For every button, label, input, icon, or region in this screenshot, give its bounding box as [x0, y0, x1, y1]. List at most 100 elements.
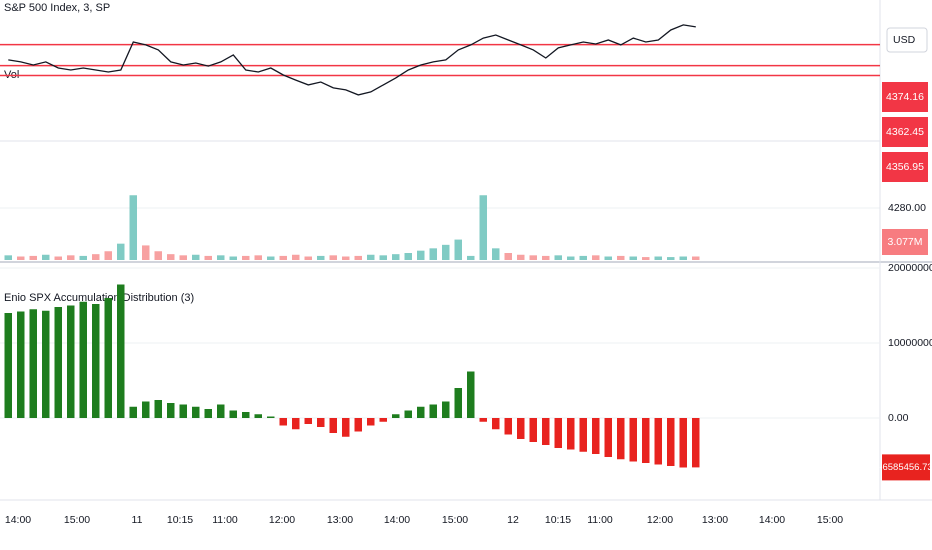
volume-bar: [542, 255, 550, 260]
ad-bar: [67, 305, 75, 418]
volume-bar: [667, 257, 675, 260]
y-tick-label: 0.00: [888, 412, 909, 424]
x-tick-label: 10:15: [167, 514, 193, 526]
x-tick-label: 12:00: [647, 514, 673, 526]
x-tick-label: 15:00: [817, 514, 843, 526]
ad-bar: [142, 401, 150, 418]
volume-bar: [654, 256, 662, 260]
ad-bar: [442, 401, 450, 418]
currency-button[interactable]: [886, 27, 928, 53]
ad-bar: [579, 418, 587, 452]
ad-bar: [529, 418, 537, 442]
volume-bar: [417, 250, 425, 260]
volume-bar: [392, 254, 400, 260]
volume-bar: [117, 243, 125, 260]
ad-bar: [204, 409, 212, 418]
volume-bar: [342, 256, 350, 260]
volume-label: 3.077M: [887, 236, 922, 248]
price-scale-label: 4280.00: [888, 202, 926, 214]
ad-bar: [217, 404, 225, 418]
last-value-label: -6585456.73: [879, 462, 932, 473]
x-tick-label: 12: [507, 514, 519, 526]
y-tick-label: 20000000.00: [888, 262, 932, 274]
volume-bar: [67, 255, 75, 260]
level-label-box: [882, 152, 928, 182]
ad-bar: [192, 406, 200, 418]
ad-bar: [329, 418, 337, 433]
x-tick-label: 14:00: [759, 514, 785, 526]
ad-bar: [517, 418, 525, 439]
volume-bar: [142, 245, 150, 260]
volume-bar: [217, 255, 225, 260]
x-tick-label: 14:00: [384, 514, 410, 526]
ad-bar: [604, 418, 612, 457]
volume-bar: [642, 257, 650, 260]
volume-bar: [604, 256, 612, 260]
ad-bar: [392, 414, 400, 418]
ad-bar: [42, 310, 50, 418]
ad-bar: [667, 418, 675, 466]
volume-bar: [479, 195, 487, 260]
ad-bar: [354, 418, 362, 432]
volume-bar: [17, 256, 25, 260]
ad-bar: [417, 406, 425, 418]
x-tick-label: 11: [132, 514, 143, 526]
volume-bar: [104, 251, 112, 260]
ad-bar: [404, 410, 412, 418]
volume-bar: [367, 254, 375, 260]
volume-bar: [504, 253, 512, 260]
ad-bar: [642, 418, 650, 463]
volume-bar: [329, 255, 337, 260]
ad-bar: [154, 400, 162, 418]
volume-bar: [629, 256, 637, 260]
ad-bar: [492, 418, 500, 430]
volume-bar: [229, 256, 237, 260]
volume-bar: [4, 255, 12, 260]
volume-bar: [79, 255, 87, 260]
x-tick-label: 10:15: [545, 514, 571, 526]
volume-bar: [617, 255, 625, 260]
x-tick-label: 13:00: [702, 514, 728, 526]
volume-bar: [267, 256, 275, 260]
price-line: [8, 24, 696, 96]
ad-bar: [29, 309, 37, 418]
volume-bar: [54, 256, 62, 260]
ad-bar: [117, 284, 125, 418]
ad-bar: [4, 313, 12, 418]
x-tick-label: 15:00: [64, 514, 90, 526]
volume-bar: [467, 255, 475, 260]
ad-bar: [279, 418, 287, 426]
ad-bar: [242, 412, 250, 418]
ad-bar: [92, 304, 100, 418]
volume-bar: [204, 255, 212, 260]
volume-bar: [42, 254, 50, 260]
level-label-box: [882, 117, 928, 147]
ad-bar: [629, 418, 637, 462]
ad-bar: [167, 403, 175, 418]
x-tick-label: 11:00: [587, 514, 613, 526]
volume-bar: [254, 255, 262, 260]
level-label: 4362.45: [886, 126, 924, 138]
ad-bar: [129, 406, 137, 418]
x-tick-label: 15:00: [442, 514, 468, 526]
ad-bar: [267, 416, 275, 418]
volume-bar: [529, 255, 537, 260]
x-tick-label: 12:00: [269, 514, 295, 526]
volume-bar: [304, 256, 312, 260]
volume-bar: [517, 254, 525, 260]
ad-bar: [692, 418, 700, 468]
ad-bar: [554, 418, 562, 448]
currency-label[interactable]: USD: [893, 34, 916, 46]
ad-bar: [367, 418, 375, 426]
ad-bar: [679, 418, 687, 468]
ad-bar: [504, 418, 512, 435]
ad-bar: [617, 418, 625, 460]
last-value-box: [882, 454, 930, 481]
ad-bar: [179, 404, 187, 418]
volume-bar: [567, 256, 575, 260]
volume-label-box: [882, 229, 928, 255]
volume-bar: [129, 195, 137, 260]
x-tick-label: 14:00: [5, 514, 31, 526]
